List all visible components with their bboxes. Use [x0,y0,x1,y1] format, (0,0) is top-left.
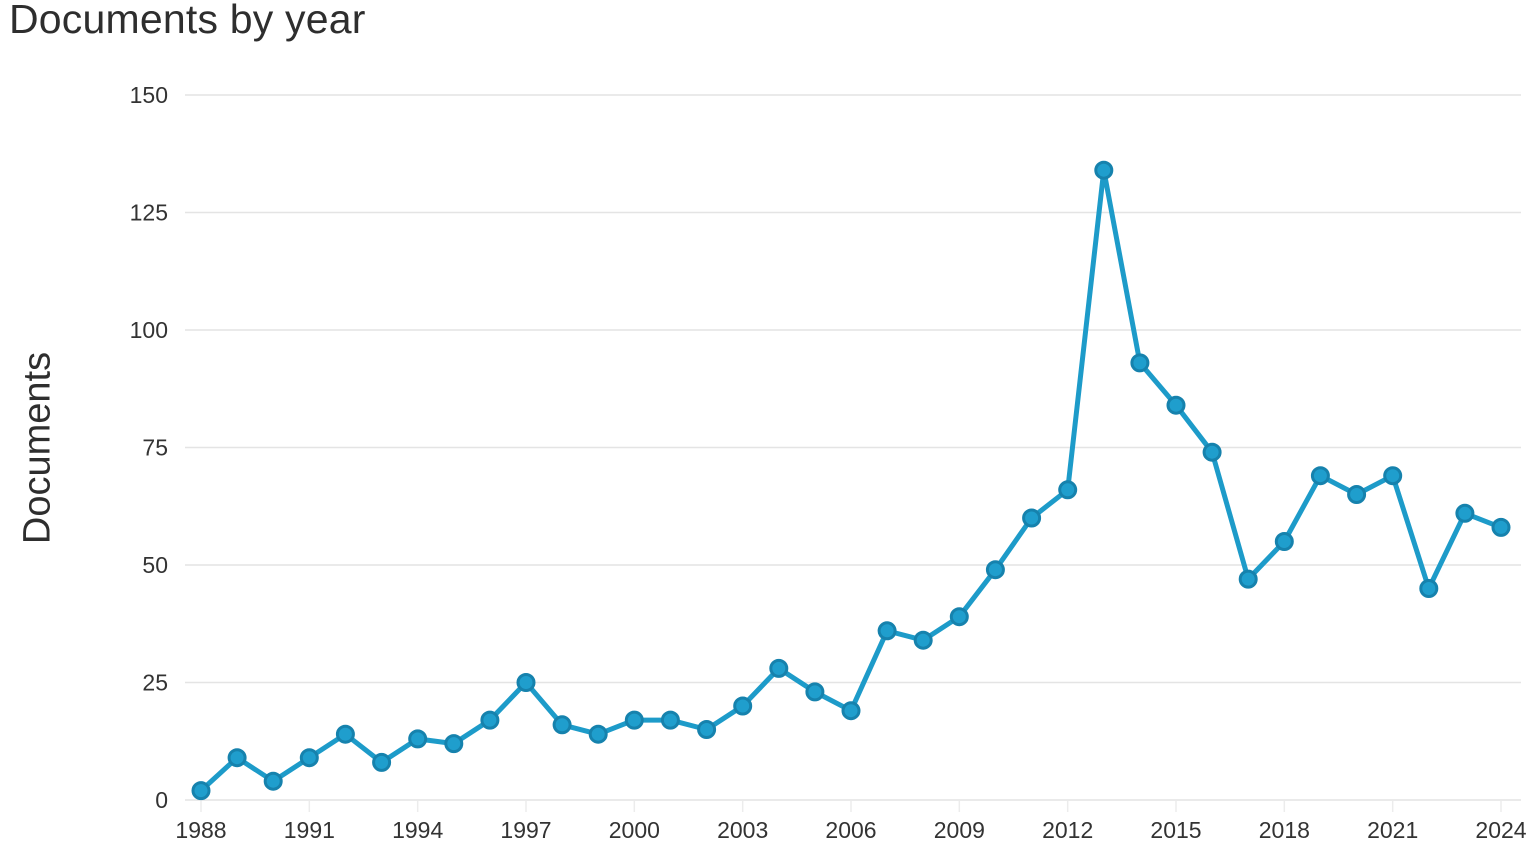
data-point-marker [1419,579,1439,598]
x-tick-label: 2024 [1475,817,1526,843]
data-point-marker [913,630,933,650]
y-tick-label: 150 [130,82,168,108]
data-point-marker [444,734,464,754]
data-point-marker [372,752,392,772]
x-tick-label: 2012 [1042,817,1093,843]
data-point-marker [1274,532,1294,551]
trend-line [198,167,1504,794]
data-point-marker [733,696,753,716]
data-point-marker [1491,517,1511,537]
x-tick-label: 2021 [1367,817,1418,843]
data-point-marker [299,748,319,768]
data-point-marker [335,724,355,744]
y-tick-label: 75 [142,435,168,461]
x-tick-label: 2003 [717,817,768,843]
x-tick-label: 2015 [1150,817,1201,843]
data-point-marker [1058,480,1078,500]
x-tick-label: 2006 [825,817,876,843]
data-point-marker [588,724,608,744]
x-tick-label: 1994 [392,817,443,843]
data-point-marker [1202,442,1222,462]
data-point-marker [516,673,536,692]
data-point-marker [1130,353,1150,373]
x-tick-label: 2000 [609,817,660,843]
data-point-marker [1347,485,1367,504]
y-tick-label: 0 [155,787,168,813]
y-tick-label: 125 [130,200,168,226]
x-tick-label: 1997 [500,817,551,843]
x-tick-label: 2009 [934,817,985,843]
data-point-marker [1022,508,1042,528]
x-tick-label: 2018 [1259,817,1310,843]
data-point-marker [1455,503,1475,523]
data-point-marker [769,658,789,678]
data-point-marker [552,715,572,735]
data-point-marker [841,701,861,721]
data-point-marker [877,621,897,641]
data-point-marker [985,560,1005,580]
data-point-marker [263,771,283,791]
data-point-marker [1094,160,1114,180]
data-point-marker [408,729,428,749]
x-tick-label: 1991 [284,817,335,843]
y-tick-label: 100 [130,317,168,343]
data-point-marker [624,710,644,730]
data-point-marker [1166,395,1186,415]
data-point-marker [1238,569,1258,589]
x-tick-label: 1988 [175,817,226,843]
chart-title: Documents by year [9,0,366,42]
data-point-marker [480,710,500,730]
data-point-marker [949,607,969,627]
data-point-marker [660,710,680,730]
y-tick-label: 50 [142,552,168,578]
data-point-marker [1383,466,1403,486]
data-point-marker [805,682,825,702]
data-point-marker [191,781,211,801]
y-tick-label: 25 [142,670,168,696]
data-point-marker [227,748,247,768]
data-point-marker [1310,466,1330,486]
data-point-marker [697,720,717,739]
